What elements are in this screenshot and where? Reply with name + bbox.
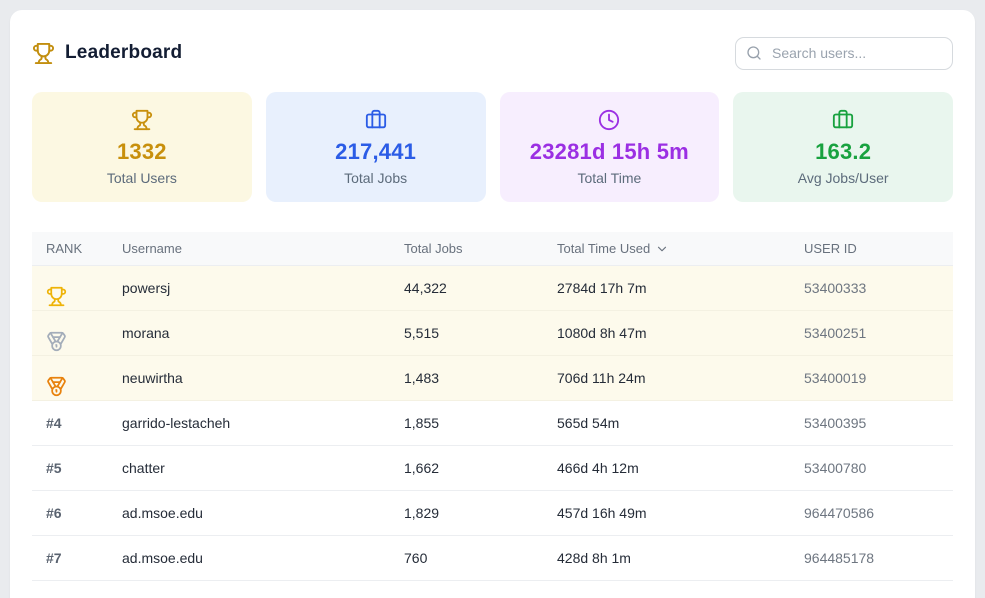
username-cell: garrido-lestacheh (122, 415, 231, 431)
stat-card-avg-jobs: 163.2 Avg Jobs/User (733, 92, 953, 202)
page-title: Leaderboard (65, 42, 183, 63)
rank-cell (32, 315, 122, 352)
search-box (735, 36, 953, 70)
column-header-rank[interactable]: RANK (46, 241, 83, 256)
user-id-cell: 964485178 (804, 550, 875, 566)
total-jobs-cell: 44,322 (404, 280, 447, 296)
leaderboard-table: RANK Username Total Jobs Total Time Used… (32, 232, 953, 598)
rank-cell: #6 (46, 505, 62, 521)
rank-cell (32, 270, 122, 307)
username-cell: connerm (122, 595, 404, 598)
stat-card-total-users: 1332 Total Users (32, 92, 252, 202)
briefcase-icon (365, 109, 387, 131)
table-row[interactable]: #4 garrido-lestacheh 1,855 565d 54m 5340… (32, 401, 953, 446)
user-id-cell: 53400251 (804, 325, 867, 341)
table-row[interactable]: powersj 44,322 2784d 17h 7m 53400333 (32, 266, 953, 311)
user-id-cell: 53400333 (804, 280, 867, 296)
gold-trophy-icon (46, 286, 122, 307)
column-header-label: Total Time Used (557, 241, 651, 256)
trophy-icon (131, 109, 153, 131)
total-jobs-cell: 760 (404, 550, 428, 566)
sort-chevron-down-icon (655, 242, 669, 256)
table-row[interactable]: #8 connerm 1,624 344d 9h 43m 53400290 (32, 581, 953, 598)
column-header-user-id[interactable]: USER ID (804, 241, 857, 256)
table-row[interactable]: #5 chatter 1,662 466d 4h 12m 53400780 (32, 446, 953, 491)
user-id-cell: 53400290 (804, 595, 953, 598)
total-time-cell: 1080d 8h 47m (557, 325, 647, 341)
page-title-group: Leaderboard (32, 42, 182, 65)
table-row[interactable]: morana 5,515 1080d 8h 47m 53400251 (32, 311, 953, 356)
username-cell: neuwirtha (122, 370, 183, 386)
stat-card-total-jobs: 217,441 Total Jobs (265, 92, 486, 202)
user-id-cell: 964470586 (804, 505, 875, 521)
stat-value: 163.2 (815, 138, 872, 164)
username-cell: powersj (122, 280, 171, 296)
rank-cell (32, 360, 122, 397)
total-time-cell: 428d 8h 1m (557, 550, 631, 566)
header-bar: Leaderboard (32, 36, 953, 70)
total-time-cell: 2784d 17h 7m (557, 280, 647, 296)
search-icon (746, 45, 762, 61)
total-time-cell: 466d 4h 12m (557, 460, 639, 476)
username-cell: ad.msoe.edu (122, 550, 203, 566)
stat-label: Total Users (106, 169, 177, 186)
leaderboard-panel: Leaderboard 1332 Total Users 217,441 Tot… (10, 10, 975, 598)
total-time-cell: 344d 9h 43m (557, 595, 804, 598)
stat-label: Total Jobs (344, 169, 408, 186)
rank-cell: #8 (32, 595, 122, 598)
briefcase-icon (832, 109, 854, 131)
silver-medal-icon (46, 331, 122, 352)
stat-label: Total Time (577, 169, 642, 186)
username-cell: ad.msoe.edu (122, 505, 203, 521)
stat-label: Avg Jobs/User (797, 169, 889, 186)
column-header-username[interactable]: Username (122, 241, 182, 256)
bronze-medal-icon (46, 376, 122, 397)
search-input[interactable] (735, 36, 953, 70)
stat-value: 1332 (117, 138, 167, 164)
rank-cell: #7 (46, 550, 62, 566)
user-id-cell: 53400395 (804, 415, 867, 431)
stat-value: 23281d 15h 5m (529, 138, 689, 164)
rank-cell: #5 (46, 460, 62, 476)
username-cell: morana (122, 325, 170, 341)
table-row[interactable]: #6 ad.msoe.edu 1,829 457d 16h 49m 964470… (32, 491, 953, 536)
username-cell: chatter (122, 460, 165, 476)
user-id-cell: 53400019 (804, 370, 867, 386)
column-header-total-time[interactable]: Total Time Used (557, 241, 804, 256)
table-row[interactable]: neuwirtha 1,483 706d 11h 24m 53400019 (32, 356, 953, 401)
stat-value: 217,441 (335, 138, 417, 164)
total-jobs-cell: 1,855 (404, 415, 440, 431)
column-header-total-jobs[interactable]: Total Jobs (404, 241, 463, 256)
trophy-icon (32, 42, 55, 65)
total-time-cell: 565d 54m (557, 415, 620, 431)
stats-row: 1332 Total Users 217,441 Total Jobs 2328… (32, 92, 953, 202)
table-header-row: RANK Username Total Jobs Total Time Used… (32, 232, 953, 266)
rank-cell: #4 (46, 415, 62, 431)
user-id-cell: 53400780 (804, 460, 867, 476)
clock-icon (598, 109, 620, 131)
total-jobs-cell: 1,624 (404, 595, 557, 598)
total-time-cell: 706d 11h 24m (557, 370, 646, 386)
total-jobs-cell: 1,483 (404, 370, 440, 386)
total-jobs-cell: 1,829 (404, 505, 440, 521)
stat-card-total-time: 23281d 15h 5m Total Time (499, 92, 720, 202)
table-row[interactable]: #7 ad.msoe.edu 760 428d 8h 1m 964485178 (32, 536, 953, 581)
total-jobs-cell: 1,662 (404, 460, 440, 476)
total-time-cell: 457d 16h 49m (557, 505, 647, 521)
total-jobs-cell: 5,515 (404, 325, 440, 341)
